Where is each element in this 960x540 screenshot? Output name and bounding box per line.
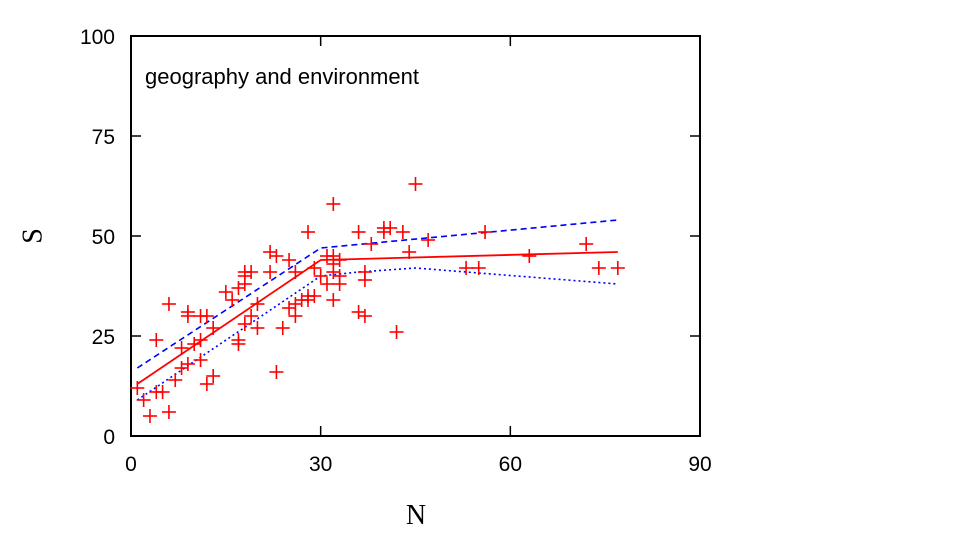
data-point (193, 353, 208, 367)
x-tick-label: 90 (688, 453, 711, 476)
data-point (136, 393, 151, 407)
data-point (237, 317, 252, 331)
x-tick-label: 0 (125, 453, 137, 476)
data-point (326, 293, 341, 307)
data-point (332, 253, 347, 267)
data-point (326, 265, 341, 279)
data-point (193, 333, 208, 347)
data-point (237, 277, 252, 291)
data-point (351, 305, 366, 319)
x-tick-label: 60 (499, 453, 522, 476)
data-point (244, 265, 259, 279)
data-point (206, 321, 221, 335)
data-point (610, 261, 625, 275)
fit-lines (136, 219, 618, 401)
data-point (161, 297, 176, 311)
data-point (478, 225, 493, 239)
data-point (421, 233, 436, 247)
data-point (326, 197, 341, 211)
ci-upper-line (136, 219, 618, 369)
data-point (351, 225, 366, 239)
data-point (149, 333, 164, 347)
data-point (307, 261, 322, 275)
data-point (130, 381, 145, 395)
data-point (357, 265, 372, 279)
y-tick-label: 50 (92, 226, 115, 249)
y-tick-label: 25 (92, 326, 115, 349)
data-point (231, 281, 246, 295)
data-point (155, 385, 170, 399)
data-point (383, 221, 398, 235)
y-tick-label: 100 (80, 26, 115, 49)
data-point (522, 249, 537, 263)
data-point (275, 321, 290, 335)
data-point (332, 277, 347, 291)
data-point (206, 369, 221, 383)
data-point (319, 277, 334, 291)
data-point (180, 309, 195, 323)
data-point (471, 261, 486, 275)
data-point (199, 309, 214, 323)
data-point (307, 289, 322, 303)
data-point (168, 373, 183, 387)
data-point (231, 337, 246, 351)
data-point (364, 237, 379, 251)
data-point (459, 261, 474, 275)
data-point (174, 361, 189, 375)
y-axis-label: S (17, 228, 48, 244)
data-point (161, 405, 176, 419)
data-point (282, 301, 297, 315)
ci-lower-line (136, 267, 618, 401)
data-point (250, 321, 265, 335)
data-point (269, 249, 284, 263)
data-point (408, 177, 423, 191)
data-point (225, 293, 240, 307)
x-tick-label: 30 (309, 453, 332, 476)
axis-ticks: 0 30 60 90 0 25 50 75 100 (80, 26, 712, 476)
data-point (180, 357, 195, 371)
data-point (263, 265, 278, 279)
data-point (269, 365, 284, 379)
data-point (357, 309, 372, 323)
data-point (199, 377, 214, 391)
data-point (142, 409, 157, 423)
data-point (288, 265, 303, 279)
annotation-label: geography and environment (145, 64, 419, 89)
data-point (579, 237, 594, 251)
data-point (389, 325, 404, 339)
data-point (301, 225, 316, 239)
data-point (402, 245, 417, 259)
data-point (591, 261, 606, 275)
data-point (395, 225, 410, 239)
data-point (288, 297, 303, 311)
y-tick-label: 75 (92, 126, 115, 149)
data-point (218, 285, 233, 299)
data-points (130, 177, 625, 423)
data-point (174, 341, 189, 355)
data-point (250, 297, 265, 311)
data-point (282, 253, 297, 267)
data-point (263, 245, 278, 259)
data-point (244, 309, 259, 323)
data-point (301, 293, 316, 307)
fit-line (136, 251, 618, 385)
data-point (313, 269, 328, 283)
y-tick-label: 0 (103, 426, 115, 449)
x-axis-label: N (406, 500, 426, 531)
data-point (288, 309, 303, 323)
